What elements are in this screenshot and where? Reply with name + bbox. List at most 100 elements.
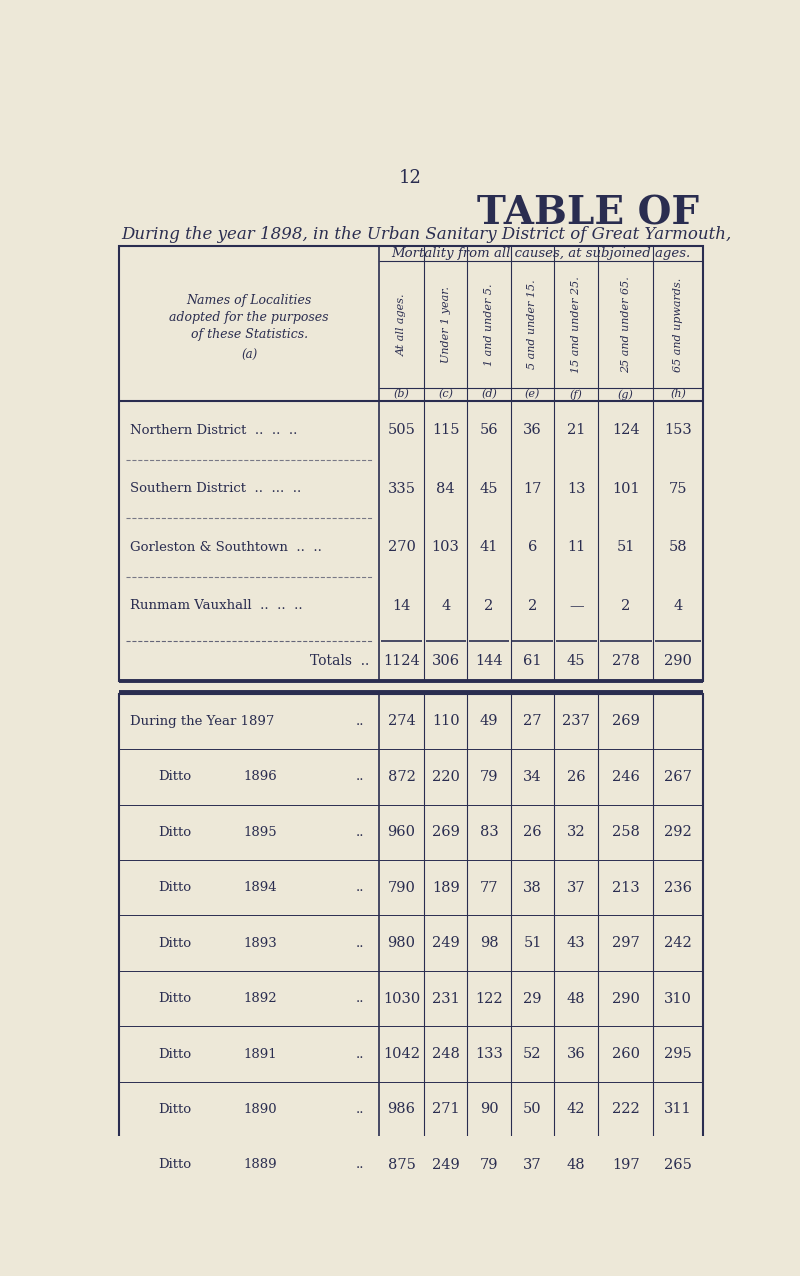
Text: 45: 45 — [567, 655, 586, 669]
Text: 48: 48 — [567, 991, 586, 1005]
Text: 37: 37 — [567, 880, 586, 894]
Text: 310: 310 — [664, 991, 692, 1005]
Text: 505: 505 — [387, 424, 415, 438]
Text: (a): (a) — [241, 350, 258, 362]
Text: 58: 58 — [669, 540, 687, 554]
Text: ..: .. — [356, 771, 364, 783]
Text: 77: 77 — [480, 880, 498, 894]
Text: 960: 960 — [387, 826, 415, 840]
Text: 36: 36 — [567, 1048, 586, 1062]
Text: During the year 1898, in the Urban Sanitary District of Great Yarmouth,: During the year 1898, in the Urban Sanit… — [121, 226, 731, 244]
Text: 32: 32 — [567, 826, 586, 840]
Text: 1895: 1895 — [243, 826, 277, 838]
Text: Gorleston & Southtown  ..  ..: Gorleston & Southtown .. .. — [130, 541, 322, 554]
Text: 1891: 1891 — [243, 1048, 277, 1060]
Text: 48: 48 — [567, 1157, 586, 1171]
Text: ..: .. — [356, 991, 364, 1005]
Text: 26: 26 — [523, 826, 542, 840]
Text: 122: 122 — [475, 991, 503, 1005]
Text: 36: 36 — [523, 424, 542, 438]
Text: 213: 213 — [612, 880, 640, 894]
Text: —: — — [569, 598, 583, 612]
Text: Ditto: Ditto — [158, 771, 191, 783]
Text: 14: 14 — [392, 598, 410, 612]
Text: 41: 41 — [480, 540, 498, 554]
Text: 4: 4 — [674, 598, 682, 612]
Text: 43: 43 — [567, 937, 586, 951]
Text: 124: 124 — [612, 424, 640, 438]
Text: 2: 2 — [622, 598, 630, 612]
Text: 246: 246 — [612, 769, 640, 783]
Text: 101: 101 — [612, 482, 640, 496]
Text: (b): (b) — [394, 389, 410, 399]
Text: 335: 335 — [387, 482, 415, 496]
Text: 17: 17 — [523, 482, 542, 496]
Text: At all ages.: At all ages. — [397, 293, 406, 356]
Text: 260: 260 — [612, 1048, 640, 1062]
Text: ..: .. — [356, 882, 364, 894]
Text: 1889: 1889 — [243, 1159, 277, 1171]
Text: 25 and under 65.: 25 and under 65. — [621, 276, 631, 373]
Text: Ditto: Ditto — [158, 882, 191, 894]
Text: 249: 249 — [432, 937, 459, 951]
Text: 13: 13 — [567, 482, 586, 496]
Text: 15 and under 25.: 15 and under 25. — [571, 276, 582, 373]
Text: Runmam Vauxhall  ..  ..  ..: Runmam Vauxhall .. .. .. — [130, 600, 303, 612]
Text: 875: 875 — [387, 1157, 415, 1171]
Text: 90: 90 — [480, 1102, 498, 1116]
Text: (d): (d) — [481, 389, 497, 399]
Text: 56: 56 — [480, 424, 498, 438]
Text: 269: 269 — [432, 826, 459, 840]
Text: TABLE OF: TABLE OF — [477, 194, 699, 232]
Text: 11: 11 — [567, 540, 586, 554]
Text: Northern District  ..  ..  ..: Northern District .. .. .. — [130, 424, 298, 436]
Text: 29: 29 — [523, 991, 542, 1005]
Text: 34: 34 — [523, 769, 542, 783]
Text: 242: 242 — [664, 937, 692, 951]
Text: (e): (e) — [525, 389, 540, 399]
Text: 231: 231 — [432, 991, 459, 1005]
Text: (f): (f) — [570, 389, 582, 399]
Text: 4: 4 — [441, 598, 450, 612]
Text: 1124: 1124 — [383, 655, 420, 669]
Text: 50: 50 — [523, 1102, 542, 1116]
Text: ..: .. — [356, 715, 364, 727]
Text: 290: 290 — [612, 991, 640, 1005]
Text: 61: 61 — [523, 655, 542, 669]
Text: ..: .. — [356, 826, 364, 838]
Text: 197: 197 — [612, 1157, 640, 1171]
Text: 1894: 1894 — [243, 882, 277, 894]
Text: 249: 249 — [432, 1157, 459, 1171]
Text: Mortality from all causes, at subjoined ages.: Mortality from all causes, at subjoined … — [391, 246, 690, 260]
Text: 265: 265 — [664, 1157, 692, 1171]
Text: 6: 6 — [528, 540, 537, 554]
Text: 270: 270 — [387, 540, 415, 554]
Text: 267: 267 — [664, 769, 692, 783]
Text: Ditto: Ditto — [158, 937, 191, 949]
Text: Ditto: Ditto — [158, 826, 191, 838]
Text: 115: 115 — [432, 424, 459, 438]
Text: 52: 52 — [523, 1048, 542, 1062]
Text: 110: 110 — [432, 715, 459, 729]
Text: 790: 790 — [387, 880, 415, 894]
Text: 292: 292 — [664, 826, 692, 840]
Text: ..: .. — [356, 1102, 364, 1116]
Text: 271: 271 — [432, 1102, 459, 1116]
Text: 1896: 1896 — [243, 771, 277, 783]
Text: ..: .. — [356, 937, 364, 949]
Text: 295: 295 — [664, 1048, 692, 1062]
Text: Under 1 year.: Under 1 year. — [441, 286, 450, 362]
Text: During the Year 1897: During the Year 1897 — [130, 715, 274, 727]
Text: Ditto: Ditto — [158, 1048, 191, 1060]
Text: Southern District  ..  ...  ..: Southern District .. ... .. — [130, 482, 302, 495]
Text: 12: 12 — [398, 168, 422, 186]
Text: 1892: 1892 — [243, 991, 277, 1005]
Text: (c): (c) — [438, 389, 453, 399]
Text: 980: 980 — [387, 937, 415, 951]
Text: 75: 75 — [669, 482, 687, 496]
Text: Totals  ..: Totals .. — [310, 655, 370, 669]
Text: adopted for the purposes: adopted for the purposes — [170, 310, 329, 324]
Text: 236: 236 — [664, 880, 692, 894]
Text: Names of Localities: Names of Localities — [186, 293, 312, 306]
Text: 45: 45 — [480, 482, 498, 496]
